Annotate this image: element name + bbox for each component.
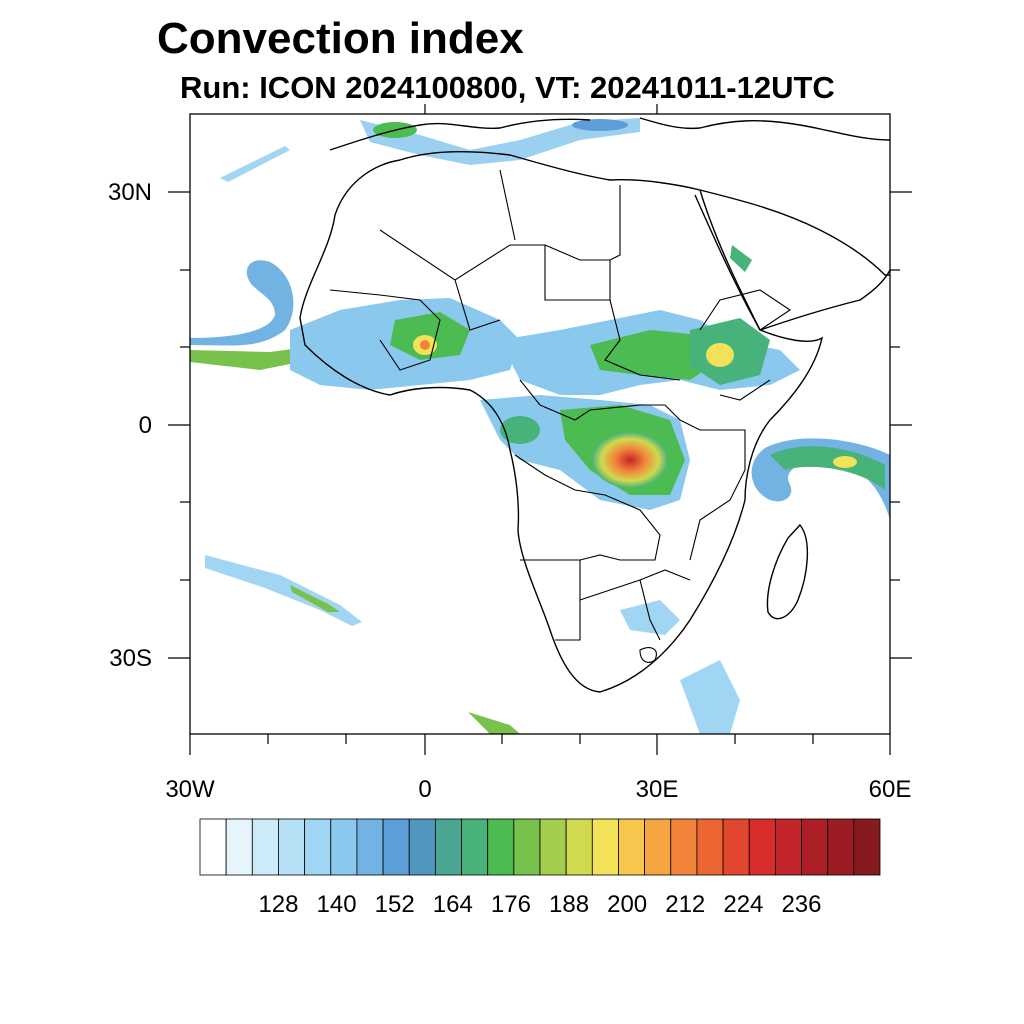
convection-hotspot-congo <box>592 432 668 488</box>
border-line <box>499 169 681 381</box>
europe-coastline <box>329 117 890 151</box>
colorbar-label: 224 <box>723 891 763 918</box>
colorbar-label: 128 <box>258 891 298 918</box>
convection-cell-ethiopia <box>706 343 734 367</box>
y-tick-label: 30N <box>108 179 152 206</box>
border-line <box>639 647 657 663</box>
colorbar-swatch <box>278 818 306 876</box>
convection-indian-band <box>770 446 885 490</box>
border-line <box>329 279 501 371</box>
country-borders <box>329 169 791 663</box>
colorbar-swatch <box>382 818 410 876</box>
colorbar-swatch <box>461 818 489 876</box>
colorbar-swatch <box>722 818 750 876</box>
convection-field <box>190 118 890 734</box>
border-line <box>519 379 681 421</box>
map-subtitle: Run: ICON 2024100800, VT: 20241011-12UTC <box>180 70 835 105</box>
colorbar-label: 176 <box>491 891 531 918</box>
colorbar-swatch <box>801 818 829 876</box>
y-tick-label: 30S <box>109 645 152 672</box>
madagascar-coastline <box>766 523 809 620</box>
colorbar-swatch <box>591 818 619 876</box>
colorbar-swatch <box>618 818 646 876</box>
africa-coastline <box>299 151 824 693</box>
colorbar-label: 152 <box>375 891 415 918</box>
colorbar-swatch <box>434 818 462 876</box>
border-line <box>520 559 691 641</box>
convection-south-africa <box>620 600 680 635</box>
colorbar-swatch <box>513 818 541 876</box>
colorbar-swatch <box>199 818 227 876</box>
colorbar-swatch <box>748 818 776 876</box>
colorbar-swatch <box>774 818 802 876</box>
colorbar-swatch <box>330 818 358 876</box>
red-sea <box>694 194 761 331</box>
arabia-coastline <box>699 189 890 331</box>
border-line <box>699 289 791 401</box>
colorbar-swatch <box>539 818 567 876</box>
colorbar-swatch <box>304 818 332 876</box>
border-line <box>514 454 661 561</box>
convection-south-atlantic-streak <box>205 555 362 626</box>
colorbar-swatch <box>853 818 881 876</box>
x-tick-label: 60E <box>869 776 912 803</box>
map-title: Convection index <box>157 14 524 63</box>
colorbar-label: 236 <box>781 891 821 918</box>
map-frame <box>189 113 891 735</box>
colorbar-swatch <box>251 818 279 876</box>
convection-arabia <box>730 245 752 272</box>
convection-mozambique-channel <box>680 660 740 734</box>
convection-atlantic-band <box>190 348 300 370</box>
colorbar-swatch <box>644 818 672 876</box>
colorbar-swatch <box>408 818 436 876</box>
convection-cell-north <box>572 119 628 131</box>
colorbar-swatch <box>225 818 253 876</box>
colorbar-swatch <box>487 818 515 876</box>
axis-ticks <box>168 104 912 755</box>
colorbar-swatch <box>356 818 384 876</box>
convection-atlantic-spiral <box>190 260 294 346</box>
colorbar-labels: 128 140 152 164 176 188 200 212 224 236 <box>258 891 821 918</box>
x-tick-label: 0 <box>418 776 431 803</box>
colorbar-label: 140 <box>317 891 357 918</box>
convection-cell-gabon <box>500 416 540 444</box>
x-tick-label: 30W <box>165 776 215 803</box>
border-line <box>679 419 746 561</box>
colorbar-swatch <box>696 818 724 876</box>
coastlines <box>299 117 890 693</box>
convection-cell-indian <box>833 456 857 468</box>
border-line <box>379 185 621 301</box>
colorbar-label: 212 <box>665 891 705 918</box>
colorbar-swatch <box>565 818 593 876</box>
colorbar <box>199 818 881 876</box>
colorbar-label: 200 <box>607 891 647 918</box>
x-tick-label: 30E <box>636 776 679 803</box>
convection-atlantic-streak <box>220 146 290 182</box>
y-tick-label: 0 <box>139 412 152 439</box>
convection-south-atlantic-core <box>290 585 340 612</box>
colorbar-swatch <box>670 818 698 876</box>
convection-cell-ivory <box>420 340 430 350</box>
colorbar-label: 188 <box>549 891 589 918</box>
colorbar-swatch <box>827 818 855 876</box>
convection-south-band <box>468 712 520 734</box>
colorbar-label: 164 <box>433 891 473 918</box>
